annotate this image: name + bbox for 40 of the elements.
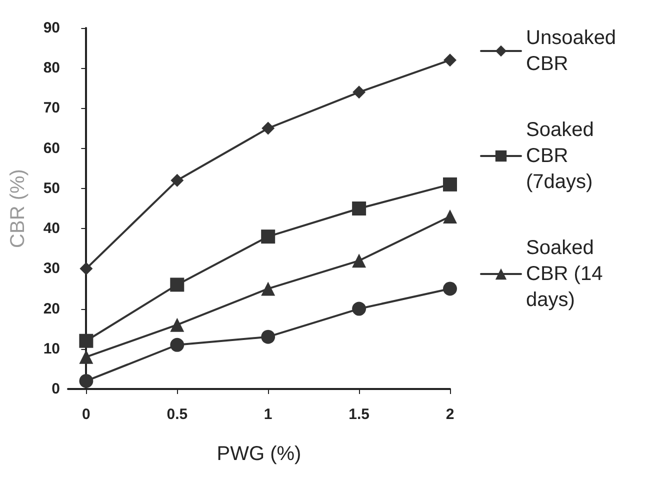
point — [79, 374, 94, 388]
point — [170, 318, 184, 332]
legend-label: Unsoaked CBR — [526, 27, 622, 75]
x-tick-label: 1.5 — [348, 406, 370, 423]
point — [170, 174, 184, 187]
point — [443, 210, 457, 224]
point — [79, 334, 94, 348]
x-tick-label: 2 — [446, 406, 454, 423]
y-tick-label: 20 — [43, 300, 60, 318]
y-tick-label: 40 — [43, 220, 60, 238]
legend-label: Soaked CBR (7days) — [526, 119, 600, 193]
point — [170, 278, 184, 292]
point — [443, 282, 457, 296]
y-tick-label: 0 — [52, 380, 60, 398]
x-axis-title: PWG (%) — [216, 443, 302, 465]
point — [444, 54, 456, 67]
y-tick-label: 10 — [43, 340, 60, 358]
y-tick-label: 90 — [43, 20, 60, 36]
point — [261, 330, 276, 344]
y-tick-label: 80 — [43, 60, 60, 77]
x-tick-label: 0.5 — [166, 406, 188, 423]
point — [79, 350, 94, 364]
point — [352, 202, 366, 216]
x-tick-label: 1 — [264, 406, 272, 423]
y-tick-label: 60 — [43, 140, 60, 157]
point — [352, 302, 366, 316]
y-tick-label: 70 — [43, 100, 60, 117]
y-tick-label: 50 — [43, 180, 60, 197]
point — [352, 86, 366, 99]
point — [352, 254, 366, 268]
point — [261, 230, 276, 244]
legend-label: Soaked CBR (14 days) — [526, 237, 608, 311]
point — [170, 338, 184, 352]
x-tick-label: 0 — [82, 406, 90, 423]
point — [80, 262, 93, 276]
y-tick-label: 30 — [43, 260, 60, 278]
point — [261, 282, 276, 296]
point — [262, 122, 275, 135]
point — [443, 177, 457, 192]
y-axis-title: CBR (%) — [7, 169, 29, 248]
